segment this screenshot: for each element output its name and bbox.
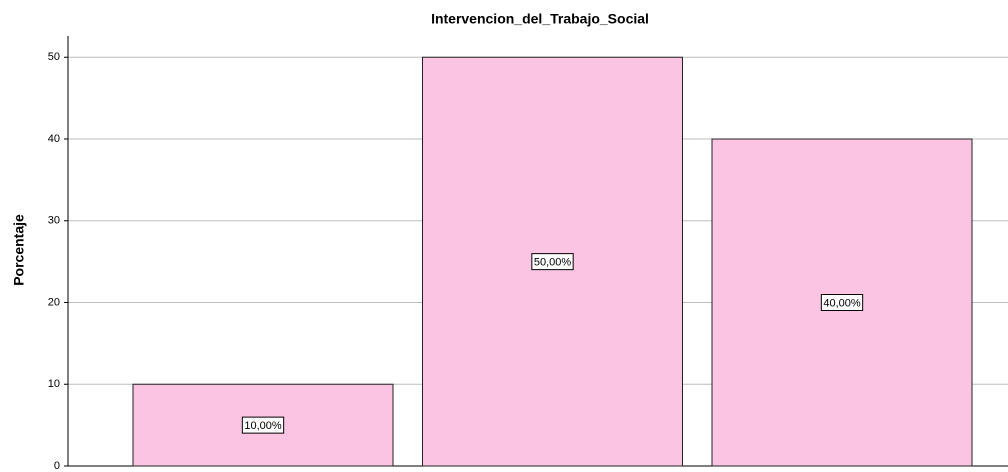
y-axis-label: Porcentaje [11,214,27,286]
chart-title: Intervencion_del_Trabajo_Social [431,11,649,27]
value-label: 10,00% [244,420,282,432]
y-tick-label: 20 [48,296,60,308]
y-tick-label: 30 [48,215,60,227]
value-label-box [820,294,864,312]
value-label-box [531,253,574,271]
y-tick-label: 50 [48,51,60,63]
value-label-box [241,416,285,434]
value-label: 50,00% [534,257,572,269]
y-tick-label: 40 [48,133,60,145]
y-tick-label: 0 [54,460,60,472]
y-tick-label: 10 [48,378,60,390]
value-label: 40,00% [823,297,861,309]
